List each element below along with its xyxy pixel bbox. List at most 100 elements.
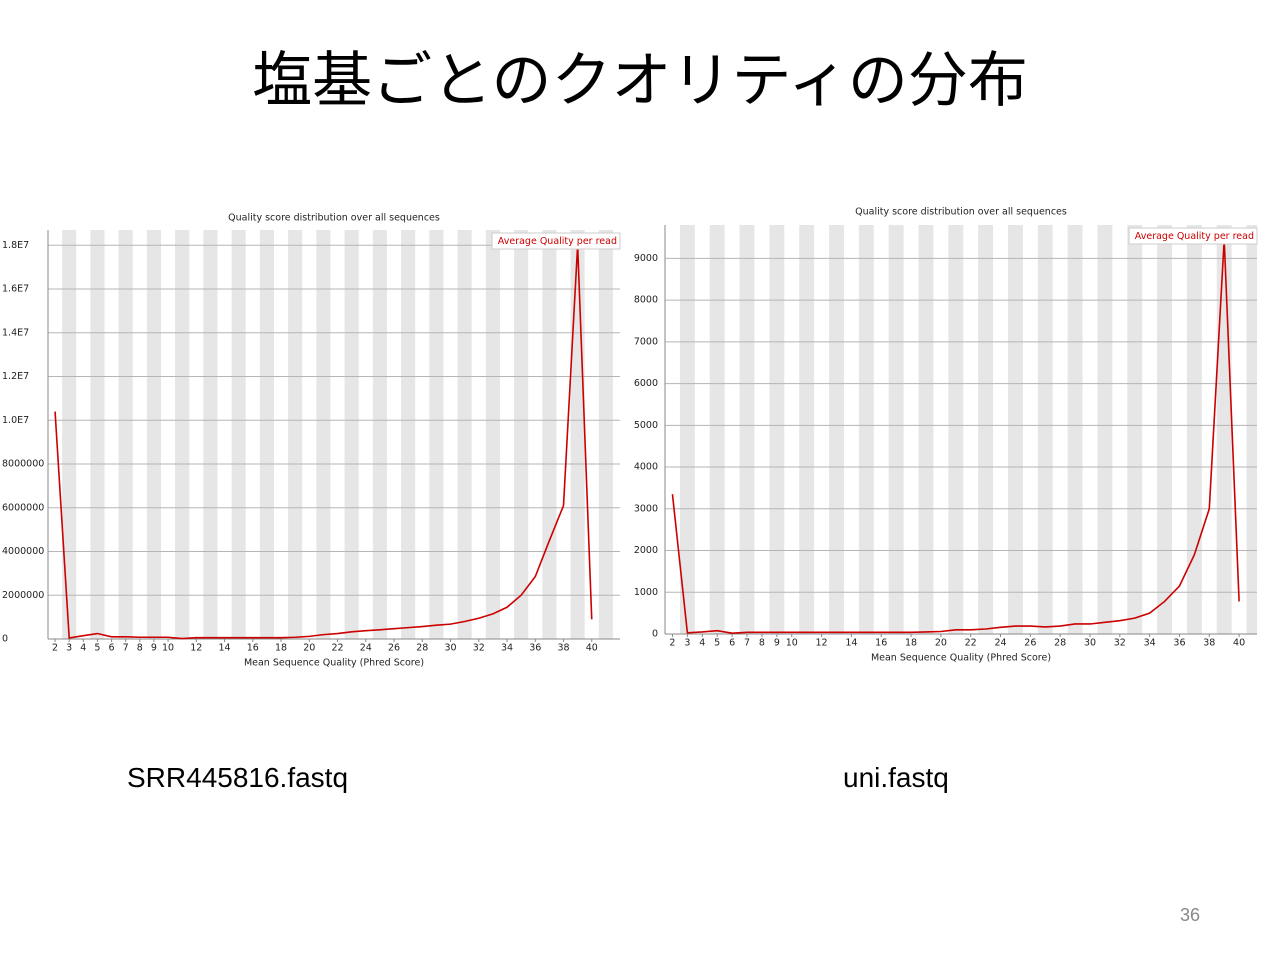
chart-title: Quality score distribution over all sequ… [855, 207, 1067, 218]
x-tick-label: 26 [1024, 638, 1036, 649]
x-tick-label: 28 [1054, 638, 1066, 649]
background-stripe [1097, 225, 1113, 634]
x-tick-label: 28 [416, 643, 428, 654]
background-stripe [429, 230, 444, 639]
x-tick-label: 20 [303, 643, 315, 654]
background-stripe [485, 230, 500, 639]
x-tick-label: 7 [744, 638, 750, 649]
x-tick-label: 14 [218, 643, 230, 654]
x-tick-label: 9 [151, 643, 157, 654]
slide-title: 塩基ごとのクオリティの分布 [252, 46, 1028, 116]
x-tick-label: 2 [669, 638, 675, 649]
background-stripe [203, 230, 218, 639]
background-stripe [918, 225, 934, 634]
y-tick-label: 6000000 [2, 502, 44, 513]
background-stripe [1246, 225, 1257, 634]
y-tick-label: 4000 [634, 462, 658, 473]
y-tick-label: 2000 [634, 545, 658, 556]
background-stripe [1067, 225, 1083, 634]
x-tick-label: 36 [1173, 638, 1185, 649]
background-stripe [948, 225, 964, 634]
background-stripe [372, 230, 387, 639]
x-tick-label: 18 [275, 643, 287, 654]
background-stripe [829, 225, 844, 634]
y-tick-label: 8000 [634, 295, 658, 306]
y-tick-label: 0 [652, 629, 658, 640]
x-tick-label: 22 [965, 638, 977, 649]
x-tick-label: 32 [1114, 638, 1126, 649]
x-tick-label: 38 [557, 643, 569, 654]
y-tick-label: 1.4E7 [2, 327, 29, 338]
caption: uni.fastq [843, 762, 949, 793]
background-stripe [769, 225, 785, 634]
background-stripe [1157, 225, 1173, 634]
background-stripe [118, 230, 133, 639]
x-tick-label: 32 [473, 643, 485, 654]
y-tick-label: 3000 [634, 503, 658, 514]
background-stripe [888, 225, 904, 634]
background-stripe [799, 225, 815, 634]
background-stripe [709, 225, 725, 634]
legend-entry: Average Quality per read [1135, 231, 1254, 242]
background-stripe [858, 225, 874, 634]
background-stripe [598, 230, 613, 639]
x-tick-label: 8 [759, 638, 765, 649]
background-stripe [231, 230, 246, 639]
x-axis-label: Mean Sequence Quality (Phred Score) [244, 658, 424, 669]
page-number: 36 [1180, 905, 1201, 925]
x-tick-label: 10 [162, 643, 174, 654]
background-stripe [570, 230, 585, 639]
y-tick-label: 1.0E7 [2, 415, 29, 426]
background-stripe [146, 230, 161, 639]
x-tick-label: 40 [1233, 638, 1245, 649]
x-tick-label: 30 [1084, 638, 1096, 649]
x-tick-label: 20 [935, 638, 947, 649]
background-stripe [514, 230, 529, 639]
x-tick-label: 3 [66, 643, 72, 654]
x-tick-label: 24 [994, 638, 1006, 649]
background-stripe [344, 230, 359, 639]
background-stripe [90, 230, 105, 639]
x-tick-label: 2 [52, 643, 58, 654]
chart-title: Quality score distribution over all sequ… [228, 213, 440, 224]
background-stripe [62, 230, 77, 639]
x-tick-label: 10 [786, 638, 798, 649]
x-tick-label: 36 [529, 643, 541, 654]
x-tick-label: 4 [80, 643, 86, 654]
x-tick-label: 3 [684, 638, 690, 649]
x-tick-label: 7 [123, 643, 129, 654]
x-tick-label: 8 [137, 643, 143, 654]
caption: SRR445816.fastq [127, 762, 349, 793]
background-stripe [401, 230, 416, 639]
y-tick-label: 1.6E7 [2, 284, 29, 295]
x-tick-label: 12 [190, 643, 202, 654]
x-tick-label: 5 [94, 643, 100, 654]
background-stripe [316, 230, 331, 639]
background-stripe [679, 225, 695, 634]
background-stripe [1007, 225, 1023, 634]
y-tick-label: 1.2E7 [2, 371, 29, 382]
x-tick-label: 40 [586, 643, 598, 654]
y-tick-label: 7000 [634, 336, 658, 347]
x-tick-label: 30 [444, 643, 456, 654]
background-stripe [739, 225, 755, 634]
y-tick-label: 0 [2, 634, 8, 645]
data-line [671, 239, 1240, 634]
background-stripe [542, 230, 557, 639]
x-tick-label: 34 [501, 643, 513, 654]
background-stripe [1216, 225, 1232, 634]
background-stripe [259, 230, 274, 639]
x-tick-label: 26 [388, 643, 400, 654]
y-tick-label: 5000 [634, 420, 658, 431]
y-tick-label: 9000 [634, 253, 658, 264]
y-tick-label: 8000000 [2, 459, 44, 470]
y-tick-label: 2000000 [2, 590, 44, 601]
charts: 0 2000000 4000000 6000000 8000000 1.0E7 1.2E7 1… [2, 207, 1258, 669]
y-tick-label: 4000000 [2, 546, 44, 557]
x-tick-label: 12 [816, 638, 828, 649]
legend-box [491, 232, 621, 250]
x-tick-label: 22 [331, 643, 343, 654]
x-axis-label: Mean Sequence Quality (Phred Score) [871, 653, 1051, 664]
legend-box [1128, 227, 1258, 245]
